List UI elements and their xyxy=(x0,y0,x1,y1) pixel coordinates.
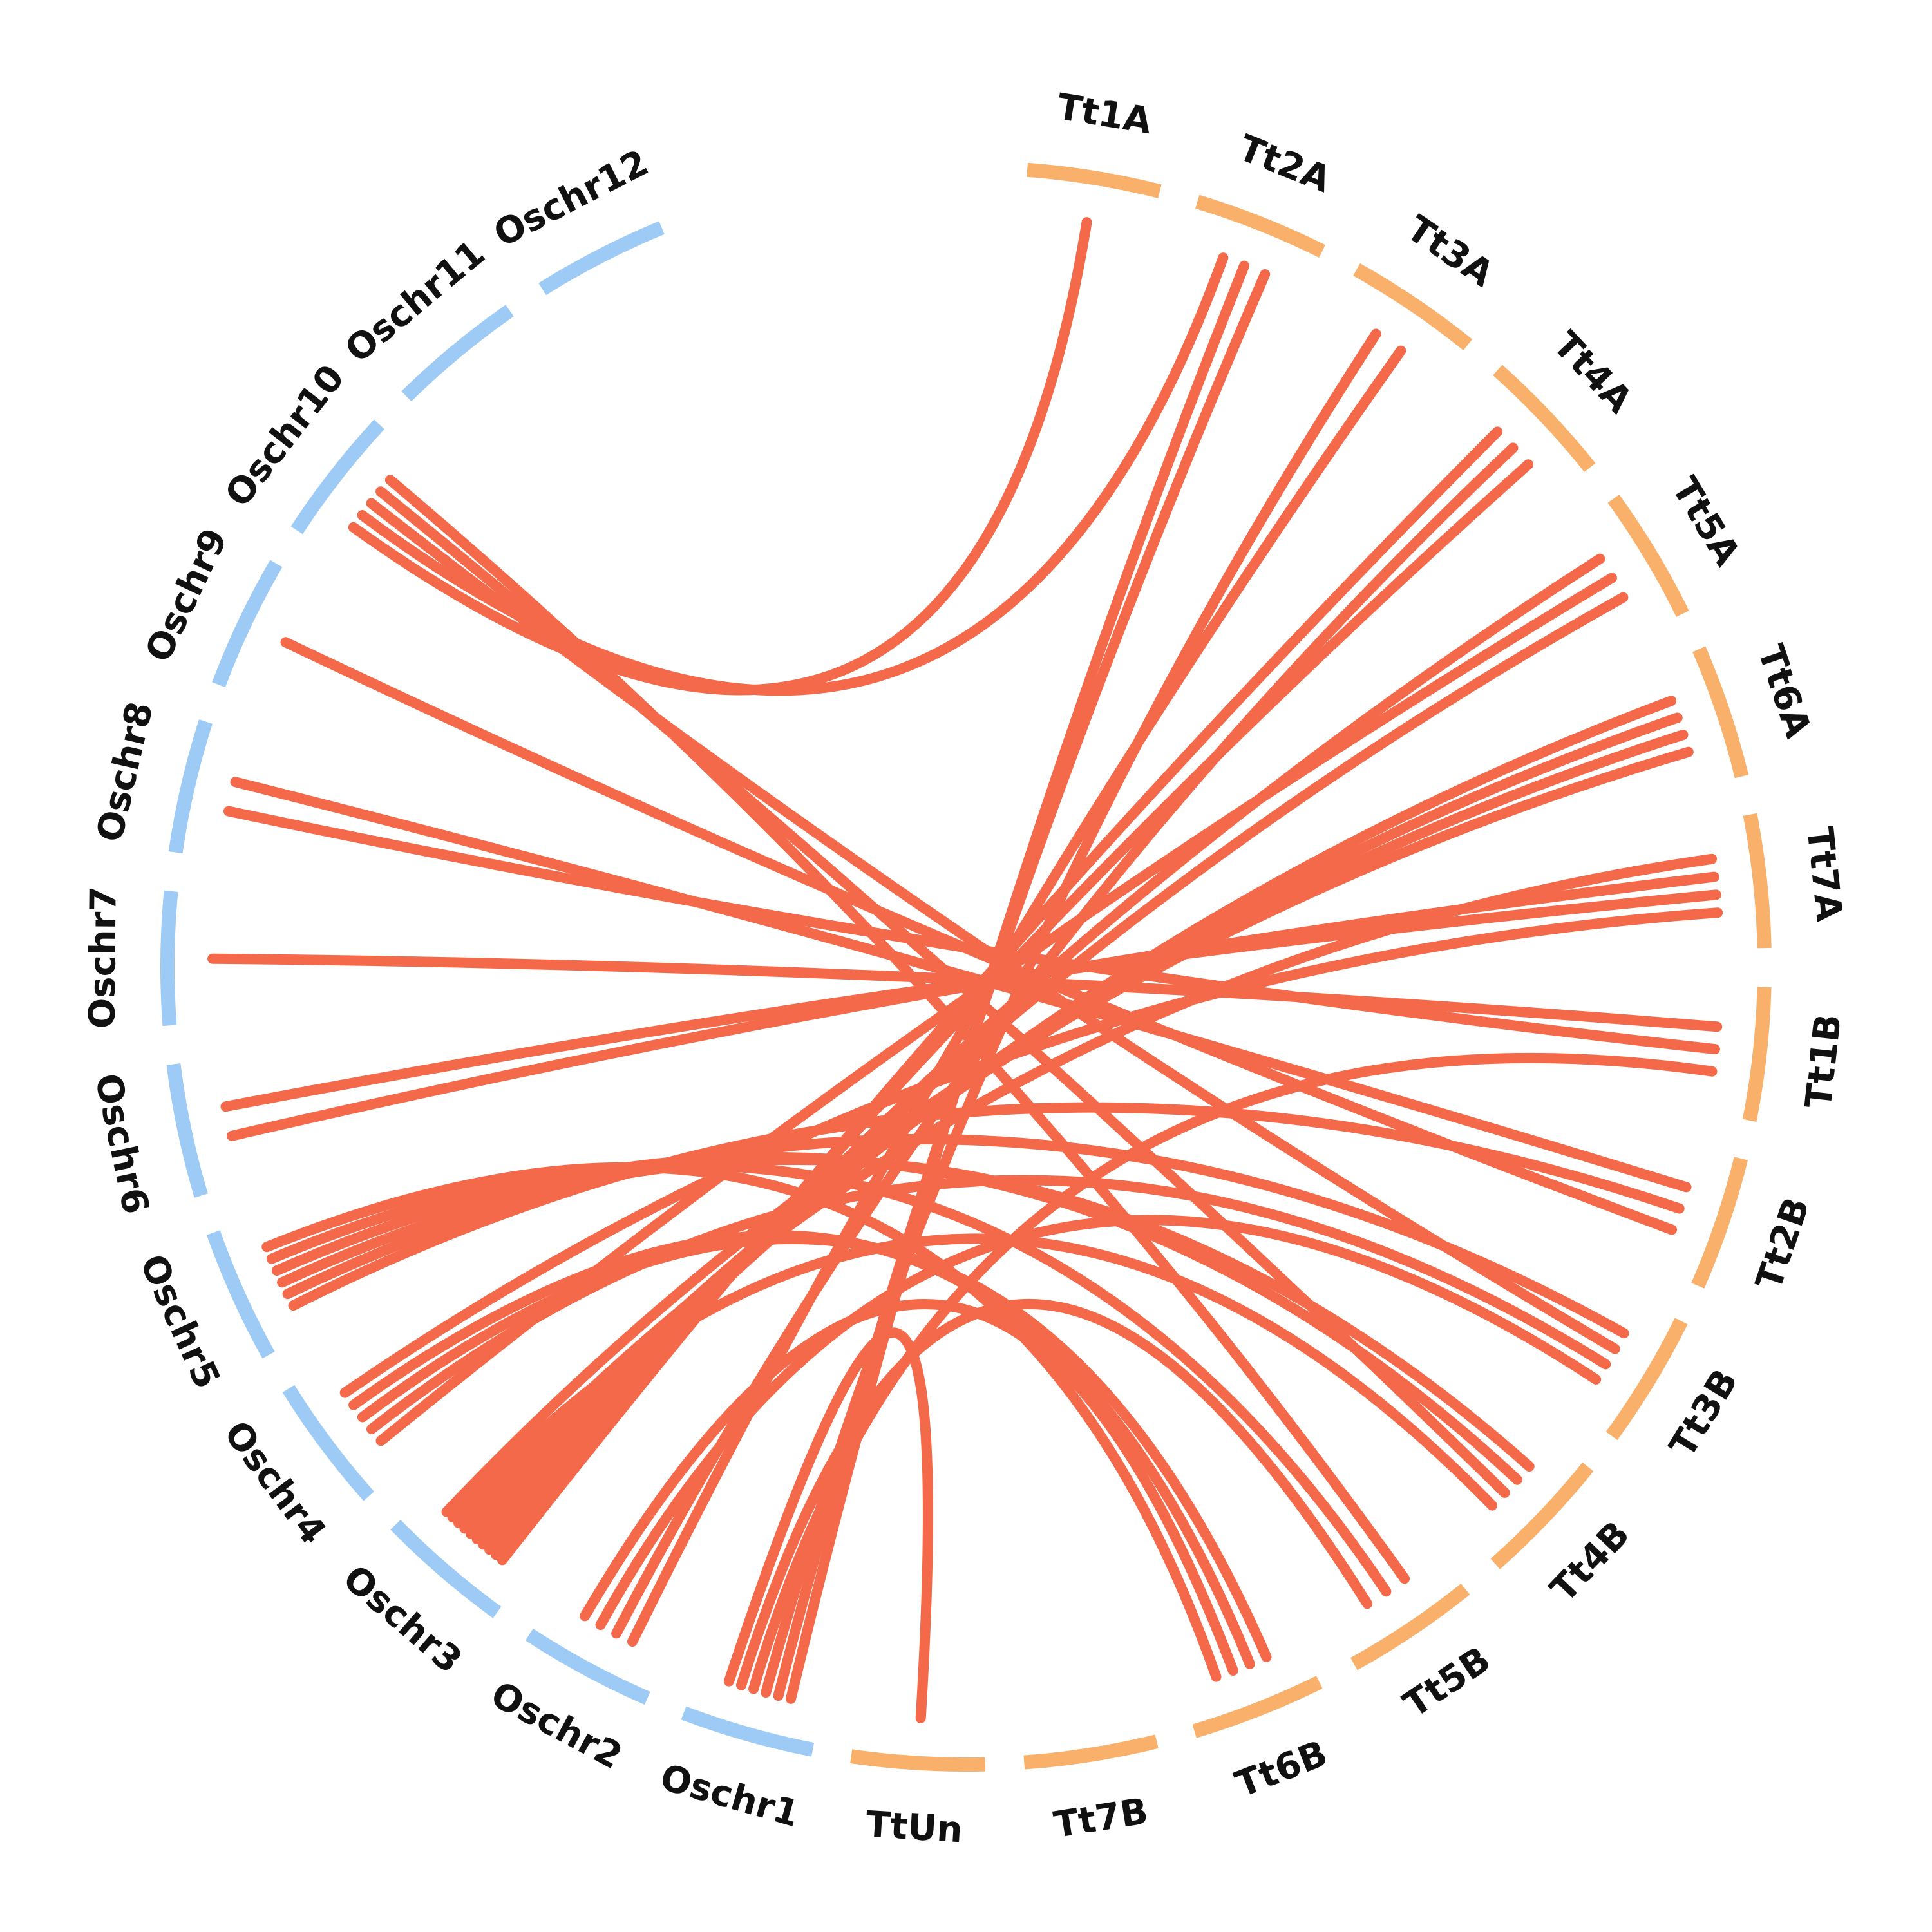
chromosome-arc-tt2a xyxy=(1195,194,1326,258)
synteny-link-tt6b-oschr5 xyxy=(261,1162,1222,1682)
chromosome-label-oschr6: Oschr6 xyxy=(86,1070,156,1217)
synteny-link-tt2b-oschr9 xyxy=(280,637,1677,1235)
chromosome-arc-oschr7 xyxy=(160,890,178,1027)
chromosome-arc-ttun xyxy=(850,1749,986,1772)
chromosome-label-tt5a: Tt5A xyxy=(1663,470,1748,573)
chromosome-arc-tt6a xyxy=(1692,646,1749,779)
chromosome-arc-tt5b xyxy=(1350,1584,1470,1671)
synteny-link-tt5b-oschr1 xyxy=(736,1298,1373,1690)
synteny-link-tt3b-oschr10 xyxy=(366,498,1620,1354)
chromosome-arc-oschr5 xyxy=(206,1230,275,1359)
chromosome-label-tt2b: Tt2B xyxy=(1748,1192,1818,1295)
chromosome-label-ttun: TtUn xyxy=(865,1804,964,1852)
chromosome-arc-oschr2 xyxy=(525,1628,650,1705)
chromosome-arc-tt3b xyxy=(1605,1318,1688,1441)
synteny-links xyxy=(207,217,1723,1723)
synteny-link-tt1a-oschr10 xyxy=(348,217,1092,696)
chromosome-label-oschr1: Oschr1 xyxy=(656,1756,804,1835)
chromosome-label-tt7b: Tt7B xyxy=(1051,1790,1151,1846)
chromosome-label-oschr8: Oschr8 xyxy=(89,698,162,846)
chromosome-arc-tt3a xyxy=(1353,263,1473,350)
chromosome-arc-oschr6 xyxy=(166,1063,208,1198)
synteny-link-tt5b-oschr5 xyxy=(266,1160,1392,1597)
chromosome-label-tt4a: Tt4A xyxy=(1545,324,1641,422)
synteny-link-tt6a-oschr3 xyxy=(471,696,1677,1545)
chromosome-arc-tt5a xyxy=(1607,494,1689,617)
chromosome-label-tt3a: Tt3A xyxy=(1399,207,1501,296)
chromosome-arc-tt1b xyxy=(1742,987,1772,1122)
synteny-link-tt1b-oschr1 xyxy=(748,1052,1718,1694)
chromosome-label-tt1b: Tt1B xyxy=(1797,1012,1850,1110)
synteny-link-ttun-oschr1 xyxy=(724,1327,933,1723)
chromosome-arc-oschr3 xyxy=(390,1519,502,1618)
chromosome-arc-tt1a xyxy=(1027,162,1162,198)
chromosome-label-tt6b: Tt6B xyxy=(1230,1732,1333,1806)
chromosome-label-tt4b: Tt4B xyxy=(1542,1513,1638,1611)
chromosome-label-oschr11: Oschr11 xyxy=(337,232,493,372)
chromosome-arc-tt7b xyxy=(1023,1734,1159,1770)
chromosome-arc-oschr12 xyxy=(538,221,665,296)
chromosome-label-tt1a: Tt1A xyxy=(1054,86,1155,142)
chromosome-label-tt6a: Tt6A xyxy=(1749,639,1819,743)
synteny-link-tt5b-oschr10 xyxy=(385,475,1410,1584)
chromosome-arc-tt4b xyxy=(1490,1462,1594,1569)
chromosome-arc-oschr1 xyxy=(681,1706,815,1757)
chromosome-arc-oschr9 xyxy=(212,560,283,688)
chromosome-arc-tt4a xyxy=(1493,365,1596,472)
chromosome-label-oschr2: Oschr2 xyxy=(484,1674,629,1778)
chromosome-label-tt7a: Tt7A xyxy=(1798,825,1850,924)
synteny-link-tt6b-oschr4 xyxy=(348,1230,1255,1669)
chromosome-label-tt2a: Tt2A xyxy=(1233,127,1336,201)
chromosome-label-tt3b: Tt3B xyxy=(1662,1362,1747,1464)
synteny-link-tt7a-oschr4 xyxy=(339,907,1723,1398)
chromosome-label-tt5b: Tt5B xyxy=(1396,1639,1498,1727)
chromosome-arc-tt7a xyxy=(1743,813,1772,949)
chromosome-arc-oschr10 xyxy=(290,419,384,535)
chromosome-arc-oschr4 xyxy=(282,1385,374,1501)
chromosome-arc-oschr8 xyxy=(168,719,213,854)
chromosome-arc-oschr11 xyxy=(401,305,514,402)
chromosome-arcs xyxy=(160,162,1772,1772)
synteny-link-tt2b-oschr8 xyxy=(230,777,1692,1193)
synteny-link-tt4b-oschr3 xyxy=(447,1233,1497,1523)
synteny-link-tt4b-oschr10 xyxy=(375,486,1510,1498)
chromosome-label-oschr7: Oschr7 xyxy=(82,886,125,1028)
chromosome-label-oschr9: Oschr9 xyxy=(137,522,236,668)
synteny-link-tt3b-oschr2 xyxy=(595,1215,1602,1631)
chromosome-arc-tt6b xyxy=(1192,1676,1323,1738)
chromosome-label-oschr5: Oschr5 xyxy=(131,1248,228,1395)
chromosome-arc-tt2b xyxy=(1691,1157,1748,1289)
synteny-link-tt6b-oschr2 xyxy=(580,1298,1238,1676)
